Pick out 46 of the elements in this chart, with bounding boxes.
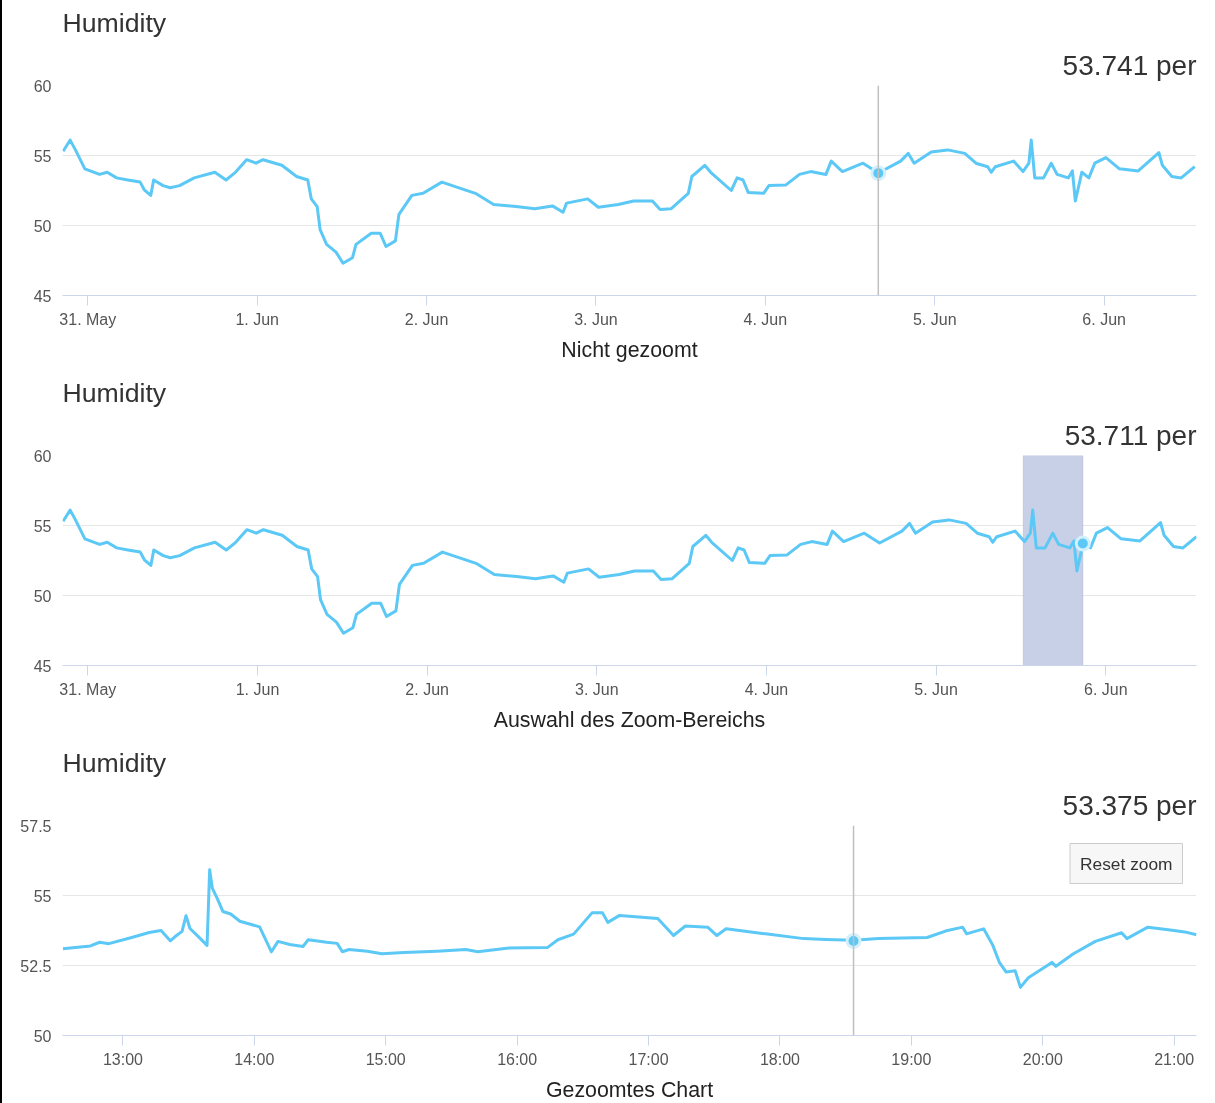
x-tick-label: 6. Jun xyxy=(1083,680,1128,698)
y-tick-label: 60 xyxy=(33,447,52,465)
x-tick-label: 15:00 xyxy=(365,1050,406,1068)
annotation: Reset zoom xyxy=(1080,853,1173,874)
x-tick-label: 21:00 xyxy=(1154,1050,1195,1068)
x-tick-label: 3. Jun xyxy=(575,680,619,698)
y-tick-label: 57.5 xyxy=(20,817,52,835)
text: Nicht gezoomt xyxy=(561,337,698,362)
y-tick-label: 45 xyxy=(33,287,52,305)
x-tick-label: 18:00 xyxy=(759,1050,801,1068)
y-tick-label: 50 xyxy=(33,1027,52,1045)
text: 53.711 per xyxy=(1064,419,1197,451)
x-tick-label: 19:00 xyxy=(891,1050,932,1068)
x-tick-label: 1. Jun xyxy=(235,310,279,328)
x-tick-label: 14:00 xyxy=(234,1050,275,1068)
x-tick-label: 20:00 xyxy=(1022,1050,1063,1068)
text: Auswahl des Zoom-Bereichs xyxy=(493,707,766,732)
x-tick-label: 5. Jun xyxy=(912,310,957,328)
text: 53.741 per xyxy=(1062,49,1197,81)
x-tick-label: 31. May xyxy=(59,680,117,698)
x-tick-label: 2. Jun xyxy=(404,310,449,328)
y-tick-label: 55 xyxy=(33,887,52,905)
x-tick-label: 16:00 xyxy=(497,1050,538,1068)
x-tick-label: 31. May xyxy=(59,310,117,328)
y-tick-label: 60 xyxy=(33,77,52,95)
x-tick-label: 2. Jun xyxy=(405,680,449,698)
x-tick-label: 6. Jun xyxy=(1082,310,1126,328)
y-tick-label: 55 xyxy=(33,517,52,535)
chart-title: Humidity xyxy=(62,377,167,408)
y-tick-label: 55 xyxy=(33,147,52,165)
x-tick-label: 3. Jun xyxy=(574,310,618,328)
line-series xyxy=(62,868,1197,989)
x-tick-label: 17:00 xyxy=(628,1050,669,1068)
chart-title: Humidity xyxy=(62,7,167,38)
text: 53.375 per xyxy=(1062,789,1197,821)
x-tick-label: 5. Jun xyxy=(914,680,958,698)
y-tick-label: 50 xyxy=(33,587,52,605)
y-tick-label: 52.5 xyxy=(20,957,52,975)
chart-title: Humidity xyxy=(62,747,167,778)
x-tick-label: 1. Jun xyxy=(235,680,280,698)
text: Gezoomtes Chart xyxy=(545,1077,714,1102)
y-tick-label: 45 xyxy=(33,657,52,675)
x-tick-label: 4. Jun xyxy=(743,310,788,328)
x-tick-label: 4. Jun xyxy=(744,680,789,698)
y-tick-label: 50 xyxy=(33,217,52,235)
x-tick-label: 13:00 xyxy=(102,1050,144,1068)
